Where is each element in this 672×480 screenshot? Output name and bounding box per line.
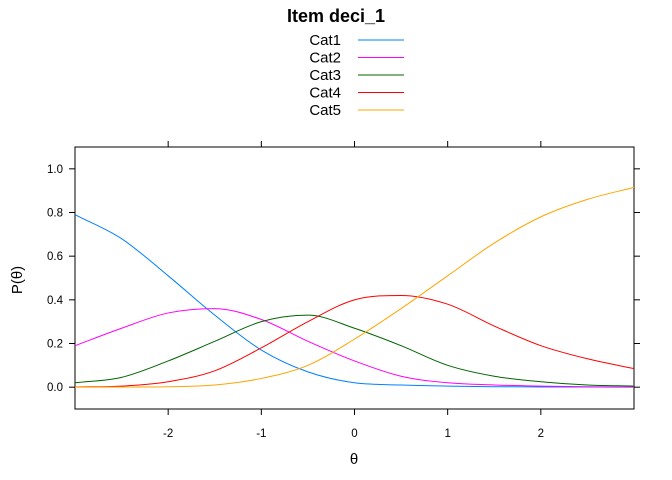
series-line-cat4 <box>74 294 635 388</box>
plot-lines <box>74 186 635 388</box>
x-tick-label: 0 <box>351 428 357 440</box>
x-tick-label: 1 <box>444 428 450 440</box>
chart-title: Item deci_1 <box>287 6 385 26</box>
y-tick-label: 0.8 <box>47 208 63 220</box>
x-axis-label: θ <box>350 451 358 468</box>
x-tick-label: 2 <box>538 428 544 440</box>
legend-label: Cat1 <box>309 32 341 49</box>
x-tick-label: -1 <box>256 428 266 440</box>
series-line-cat2 <box>74 308 635 388</box>
y-tick-label: 0.4 <box>47 295 64 307</box>
axis-ticks: -2 -1 0 1 2 0.0 0.2 0.4 0.6 0.8 1.0 <box>47 141 640 440</box>
y-tick-label: 0.0 <box>47 382 63 394</box>
series-line-cat3 <box>74 314 635 387</box>
y-tick-label: 1.0 <box>47 164 63 176</box>
legend-label: Cat3 <box>309 67 341 84</box>
series-line-cat1 <box>74 214 635 388</box>
plot-frame <box>74 146 635 410</box>
legend-label: Cat2 <box>309 50 341 67</box>
y-axis-label: P(θ) <box>9 266 26 294</box>
x-tick-label: -2 <box>163 428 173 440</box>
legend-label: Cat5 <box>309 102 341 119</box>
legend-label: Cat4 <box>309 85 341 102</box>
series-line-cat5 <box>74 186 635 388</box>
y-tick-label: 0.2 <box>47 339 63 351</box>
y-tick-label: 0.6 <box>47 251 63 263</box>
